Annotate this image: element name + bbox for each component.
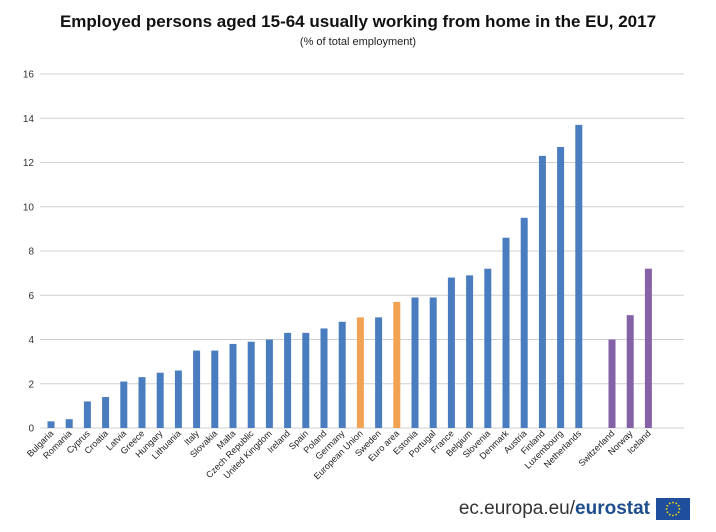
bar [466, 275, 474, 428]
bar [174, 370, 182, 428]
bar [65, 419, 73, 428]
source-text: ec.europa.eu/eurostat [459, 498, 650, 520]
bar [83, 401, 91, 428]
source-prefix: ec.europa.eu/ [458, 498, 576, 519]
bar [626, 315, 634, 428]
y-tick-label: 14 [23, 114, 35, 125]
bar [429, 297, 437, 428]
y-tick-label: 0 [28, 424, 34, 435]
bar [502, 237, 510, 428]
bar [538, 155, 546, 429]
bar [520, 217, 528, 428]
bar [229, 343, 237, 428]
y-tick-label: 10 [23, 202, 35, 213]
bar [320, 328, 328, 428]
bar [338, 321, 346, 428]
bar [138, 377, 146, 428]
bar [193, 350, 201, 428]
bar [644, 268, 652, 428]
y-tick-label: 6 [28, 291, 34, 302]
bar [302, 332, 310, 428]
source-footer: ec.europa.eu/eurostat [459, 498, 690, 520]
bar [447, 277, 455, 428]
chart-subtitle: (% of total employment) [299, 36, 417, 48]
y-tick-label: 12 [23, 158, 35, 169]
source-brand: eurostat [575, 498, 650, 519]
y-tick-label: 4 [28, 335, 34, 346]
y-tick-label: 16 [23, 70, 35, 81]
y-tick-label: 8 [28, 247, 34, 258]
bar [375, 317, 383, 429]
bar [156, 372, 164, 428]
bar [284, 332, 292, 428]
bar [575, 124, 583, 428]
bar [411, 297, 419, 428]
eu-flag-icon [656, 498, 690, 520]
bar [120, 381, 128, 428]
bar [484, 268, 492, 428]
bar [608, 339, 616, 428]
bar [102, 397, 110, 428]
bar [356, 317, 364, 429]
bar [247, 341, 255, 428]
bar [557, 147, 565, 428]
bar [265, 339, 273, 428]
bar [393, 301, 401, 428]
y-tick-label: 2 [28, 379, 34, 390]
bar [211, 350, 219, 428]
chart-title: Employed persons aged 15-64 usually work… [59, 12, 657, 31]
bar [47, 421, 55, 428]
